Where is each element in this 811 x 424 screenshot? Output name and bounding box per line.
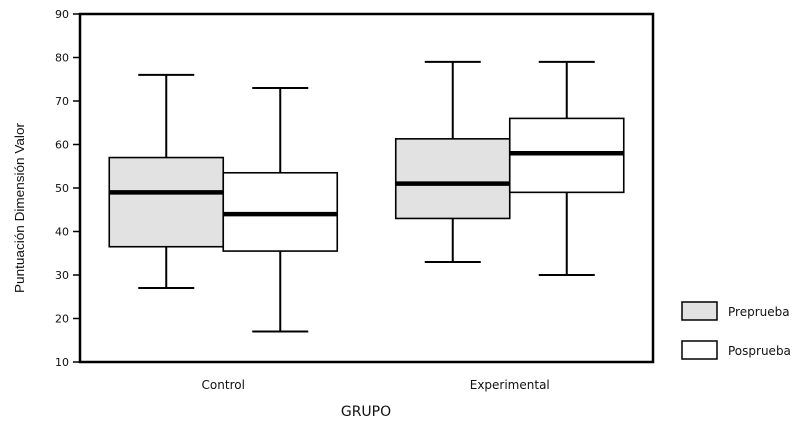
x-axis-category-labels: Control Experimental [202,378,550,392]
y-tick-label: 10 [55,356,69,369]
box-series [108,60,625,333]
y-axis-ticks: 10 20 30 40 50 60 70 80 90 [55,8,80,369]
x-category-label: Experimental [470,378,550,392]
y-tick-label: 20 [55,313,69,326]
y-tick-label: 30 [55,269,69,282]
box-posprueba-experimental [508,60,625,276]
y-axis-title: Puntuación Dimensión Valor [12,122,27,293]
y-tick-label: 60 [55,139,69,152]
iqr-box [108,156,225,248]
legend: Preprueba Posprueba [681,301,791,360]
iqr-box [394,138,511,220]
legend-label: Preprueba [728,305,790,319]
y-tick-label: 90 [55,8,69,21]
box-posprueba-control [222,86,339,333]
y-tick-label: 40 [55,226,69,239]
x-category-label: Control [202,378,245,392]
x-axis-title: GRUPO [341,404,391,420]
y-tick-label: 70 [55,95,69,108]
legend-label: Posprueba [728,344,791,358]
legend-swatch [681,340,718,360]
box-preprueba-control [108,73,225,290]
y-tick-label: 50 [55,182,69,195]
legend-swatch [681,301,718,321]
y-tick-label: 80 [55,52,69,65]
box-preprueba-experimental [394,60,511,263]
